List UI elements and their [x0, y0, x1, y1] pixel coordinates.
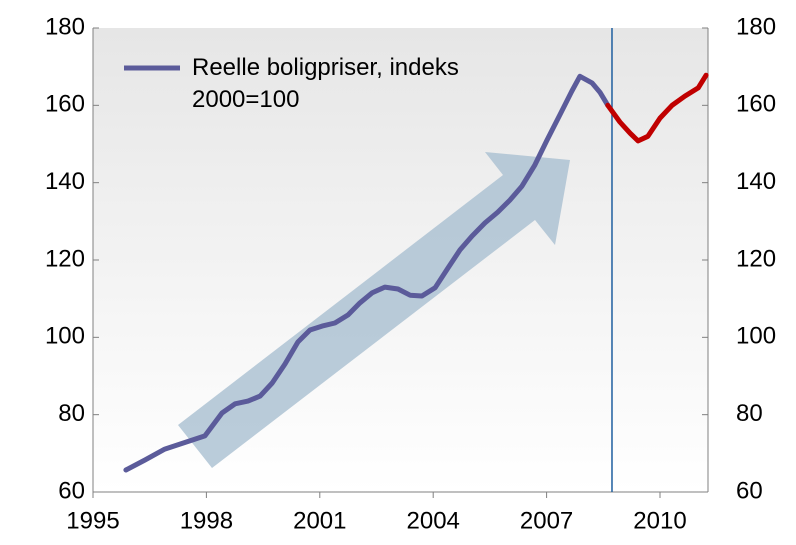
- x-tick-label: 2010: [633, 507, 686, 534]
- y-tick-label: 80: [58, 400, 85, 427]
- y-tick-label: 100: [45, 323, 85, 350]
- y-tick-label: 140: [45, 168, 85, 195]
- y-tick-label: 60: [58, 477, 85, 504]
- x-tick-label: 1998: [180, 507, 233, 534]
- y2-tick-label: 80: [736, 400, 763, 427]
- y2-tick-label: 160: [736, 91, 776, 118]
- trend-arrow: [178, 152, 570, 468]
- legend-label: Reelle boligpriser, indeks 2000=100: [192, 54, 459, 113]
- y2-tick-label: 100: [736, 323, 776, 350]
- y-tick-label: 160: [45, 91, 85, 118]
- y-tick-label: 180: [45, 13, 85, 40]
- x-tick-label: 2001: [293, 507, 346, 534]
- x-tick-label: 2007: [520, 507, 573, 534]
- y2-tick-label: 140: [736, 168, 776, 195]
- series-line: [605, 72, 709, 144]
- series-line: [123, 73, 611, 473]
- y2-tick-label: 180: [736, 13, 776, 40]
- x-tick-label: 2004: [407, 507, 460, 534]
- y2-tick-label: 60: [736, 477, 763, 504]
- x-tick-label: 1995: [66, 507, 119, 534]
- y2-tick-label: 120: [736, 245, 776, 272]
- y-tick-label: 120: [45, 245, 85, 272]
